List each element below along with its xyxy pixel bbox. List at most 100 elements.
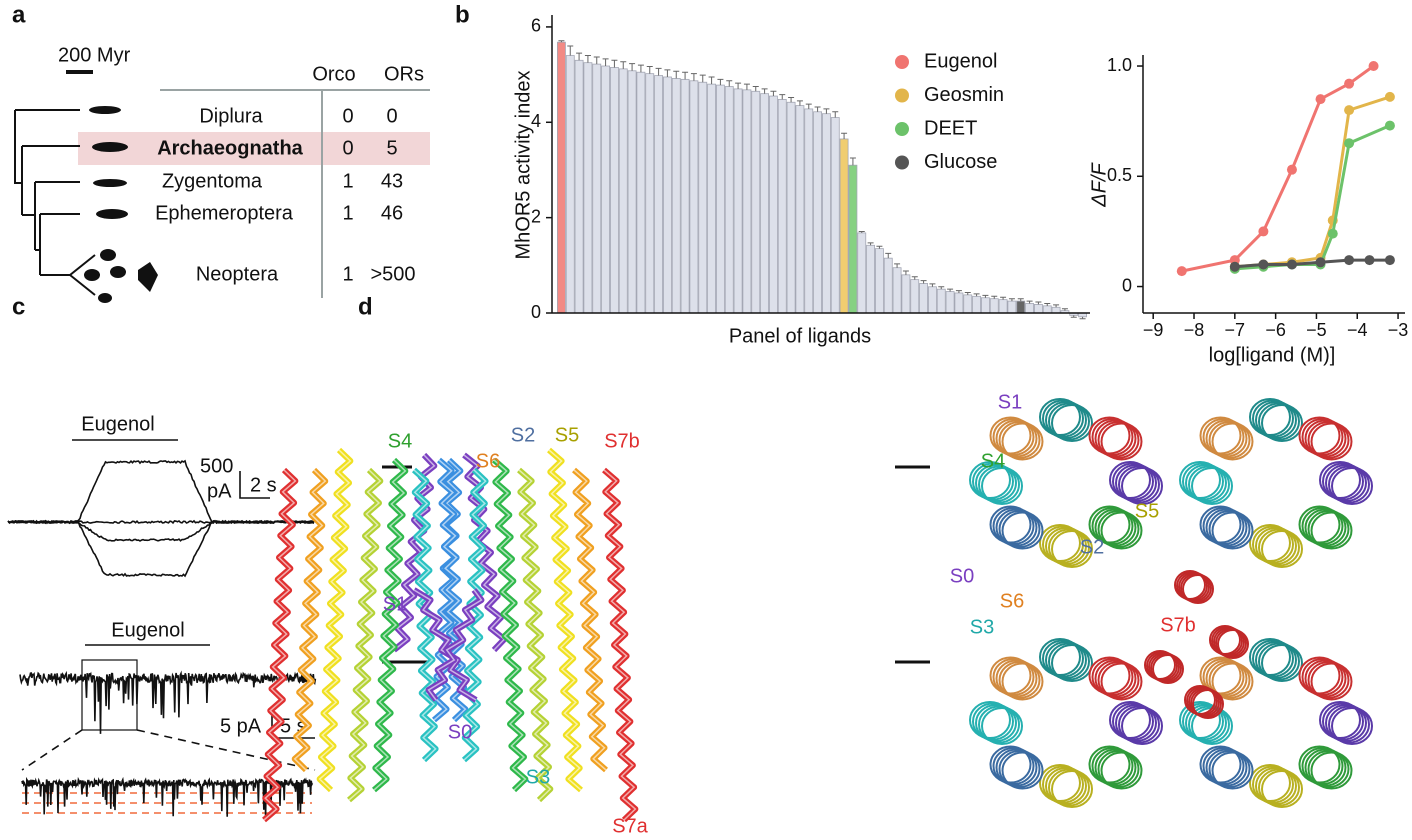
tree-branches: [14, 109, 96, 296]
helix-ring: [1045, 401, 1087, 439]
helix-ring: [972, 702, 1014, 741]
insect: [92, 142, 128, 152]
legend-marker: [895, 122, 909, 136]
error-bar: [779, 94, 786, 100]
helix-ring: [1331, 467, 1373, 505]
x-tick-label: −9: [1143, 320, 1164, 340]
error-bar: [673, 70, 680, 79]
error-bar: [717, 78, 724, 86]
bar: [822, 113, 831, 314]
helix-ring: [1301, 747, 1344, 786]
bar: [804, 108, 814, 314]
helix-ring: [1208, 510, 1251, 549]
helix-ring: [1255, 641, 1297, 679]
helix-ring: [1109, 701, 1151, 739]
column-header: Orco: [312, 63, 355, 85]
helix-ring: [1258, 768, 1300, 807]
bar: [663, 76, 672, 314]
error-bar: [682, 71, 689, 80]
helix-ring: [1211, 751, 1254, 790]
tree: [14, 109, 96, 296]
helix-label: S7b: [604, 430, 640, 452]
bar: [998, 299, 1008, 314]
error-bar: [1008, 298, 1015, 302]
y-axis-label: MhOR5 activity index: [512, 71, 534, 260]
bar: [751, 90, 761, 314]
table-rows: Diplura 0 0 Archaeognatha 0 5 Zygentoma 1 43 Ephe…: [155, 105, 415, 285]
error-bar: [796, 100, 803, 106]
helix-ring: [1205, 419, 1248, 458]
helix-ring: [1188, 705, 1230, 744]
helix-ring: [1118, 705, 1160, 744]
helix-highlight: [438, 459, 467, 721]
helix-ring: [995, 748, 1038, 787]
bar: [795, 105, 805, 314]
helix-ring: [1039, 398, 1081, 436]
helix-ring: [1001, 751, 1044, 790]
helix-highlight: [518, 469, 552, 801]
helix-label: S7b: [1160, 614, 1196, 636]
bar: [857, 232, 867, 314]
helix-ring: [969, 701, 1011, 739]
helix-ring: [1252, 639, 1294, 678]
helix-ring: [1202, 417, 1245, 456]
bar: [830, 117, 840, 314]
helix-highlight: [263, 469, 297, 821]
data-point: [1176, 266, 1187, 277]
helix-ring: [1325, 704, 1367, 742]
bar: [1007, 300, 1017, 314]
bar: [910, 279, 920, 314]
error-bar: [664, 69, 671, 77]
bar: [557, 41, 566, 314]
helix-ring: [1091, 507, 1134, 546]
orco-count: 1: [342, 263, 353, 285]
error-bar: [576, 52, 583, 61]
helix-ring: [1331, 707, 1373, 745]
helix-ring: [1091, 747, 1134, 786]
bar: [963, 294, 973, 314]
error-bar: [858, 230, 865, 233]
helix-ring: [1255, 767, 1297, 805]
helix-label: S5: [1135, 500, 1159, 522]
legend-marker: [895, 155, 909, 170]
bar: [1034, 304, 1043, 314]
helix-ring: [981, 467, 1023, 505]
helix-ring: [998, 660, 1041, 699]
helix-ring: [1249, 764, 1291, 802]
membrane-marks: [382, 465, 930, 664]
error-bar: [629, 63, 636, 71]
helix-ring: [1199, 656, 1242, 695]
helix-ring: [1088, 505, 1131, 544]
bar: [716, 84, 725, 314]
data-point: [1315, 94, 1326, 105]
helix-label: S7a: [612, 815, 648, 837]
helix-ring: [1045, 767, 1087, 805]
data-point: [1344, 105, 1355, 116]
helix-ring: [1100, 751, 1143, 790]
helix-ring: [1109, 461, 1151, 499]
helix-label: S0: [950, 565, 974, 587]
helix-ring: [1185, 704, 1227, 742]
helix-label: S1: [383, 593, 407, 615]
helix-ring: [1304, 419, 1347, 458]
helix-ring: [1045, 527, 1087, 565]
bar: [777, 98, 787, 314]
helix-ring: [1249, 398, 1291, 436]
taxon-name: Archaeognatha: [157, 137, 303, 159]
highlight-row: [78, 132, 430, 165]
helix-ring: [1094, 748, 1137, 787]
orco-count: 1: [342, 170, 353, 192]
error-bar: [849, 157, 856, 166]
helix-ring: [1261, 644, 1303, 682]
helix-ring: [975, 464, 1017, 502]
helix-ring: [1188, 465, 1230, 504]
scale-bar-label: 200 Myr: [58, 44, 131, 66]
helix-highlight: [493, 459, 527, 791]
x-tick-label: −7: [1225, 320, 1246, 340]
error-bar: [973, 293, 980, 297]
error-bar: [982, 294, 989, 298]
bar: [574, 59, 584, 314]
insect: [138, 262, 158, 292]
helix-ring: [995, 419, 1038, 458]
error-bar: [1017, 298, 1024, 302]
